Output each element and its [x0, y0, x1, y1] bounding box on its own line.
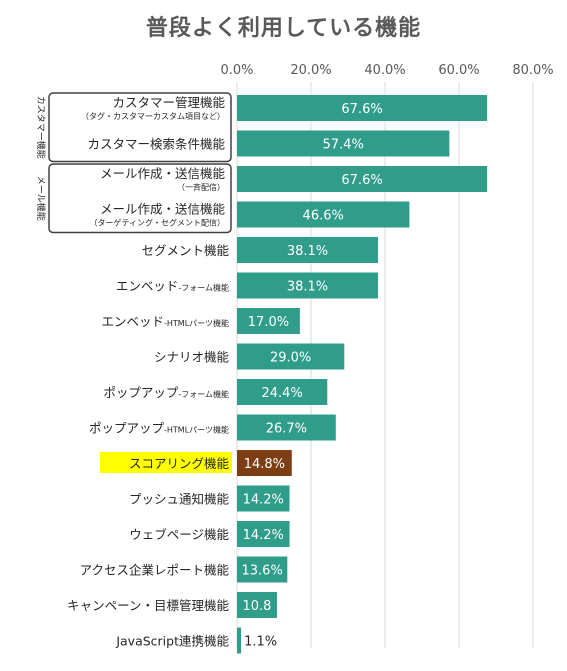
data-label: 14.2% [243, 528, 284, 543]
category-label: スコアリング機能 [129, 456, 230, 471]
data-label: 29.0% [270, 351, 311, 366]
highlight-label-background [100, 452, 232, 473]
category-sublabel: （一斉配信） [177, 182, 225, 192]
x-tick-label: 80.0% [512, 63, 553, 78]
data-label: 14.8% [244, 457, 285, 472]
category-sublabel: （ターゲティング・セグメント配信） [89, 218, 225, 228]
category-label: セグメント機能 [141, 243, 229, 258]
bar [237, 379, 328, 405]
category-group-box [48, 92, 232, 163]
category-label: カスタマー管理機能 [112, 95, 225, 110]
bars [237, 95, 488, 654]
x-tick-label: 20.0% [290, 63, 331, 78]
category-label: JavaScript連携機能 [115, 634, 229, 649]
category-group-label: カスタマー機能 [35, 96, 47, 159]
bar [237, 627, 242, 654]
data-label: 38.1% [287, 244, 328, 259]
data-label: 14.2% [243, 493, 284, 508]
bar [237, 201, 410, 228]
bar [237, 592, 277, 618]
data-label: 67.6% [341, 173, 382, 188]
category-sublabel: （タグ・カスタマーカスタム項目など） [81, 111, 225, 121]
bar [237, 556, 288, 583]
bar [237, 450, 292, 476]
x-tick-label: 40.0% [364, 63, 405, 78]
bar [237, 414, 336, 441]
bar [237, 272, 378, 299]
bar [237, 521, 290, 547]
bar [237, 237, 378, 263]
data-label: 46.6% [303, 209, 344, 224]
category-group-label: メール機能 [35, 176, 47, 221]
data-label: 38.1% [287, 280, 328, 295]
data-label: 26.7% [266, 422, 307, 437]
data-label: 57.4% [323, 138, 364, 153]
category-label: ポップアップ-フォーム機能 [103, 385, 229, 400]
data-label: 24.4% [261, 386, 302, 401]
bar [237, 166, 488, 192]
data-label: 10.8 [243, 599, 272, 614]
data-label: 17.0% [248, 315, 289, 330]
category-label: メール作成・送信機能 [100, 202, 226, 217]
category-label: ポップアップ-HTMLパーツ機能 [89, 421, 229, 436]
category-label: カスタマー検索条件機能 [87, 137, 225, 152]
category-label: メール作成・送信機能 [100, 166, 226, 181]
data-label: 67.6% [341, 102, 382, 117]
bar [237, 130, 450, 157]
category-label: エンベッド-HTMLパーツ機能 [101, 314, 229, 329]
chart-title: 普段よく利用している機能 [145, 16, 422, 41]
x-tick-label: 0.0% [220, 63, 253, 78]
x-tick-label: 60.0% [438, 63, 479, 78]
category-label: プッシュ通知機能 [129, 492, 230, 507]
bar [237, 308, 300, 334]
bar [237, 95, 488, 121]
bar [237, 343, 345, 370]
category-label: エンベッド-フォーム機能 [116, 279, 229, 294]
data-label: 13.6% [242, 564, 283, 579]
category-group-box [48, 163, 232, 234]
data-labels: 67.6% 57.4% 67.6% 46.6% 38.1% 38.1% 17.0% 29.0%… [242, 102, 383, 650]
bar [237, 485, 290, 512]
category-label: シナリオ機能 [154, 350, 230, 365]
category-label: キャンペーン・目標管理機能 [67, 598, 229, 613]
category-label: アクセス企業レポート機能 [80, 563, 230, 578]
data-label: 1.1% [244, 635, 277, 650]
category-labels: カスタマー管理機能（タグ・カスタマーカスタム項目など） カスタマー検索条件機能メー… [67, 95, 232, 649]
category-label: ウェブページ機能 [129, 527, 229, 542]
x-axis-ticks: 0.0% 20.0% 40.0% 60.0% 80.0% [220, 63, 553, 78]
